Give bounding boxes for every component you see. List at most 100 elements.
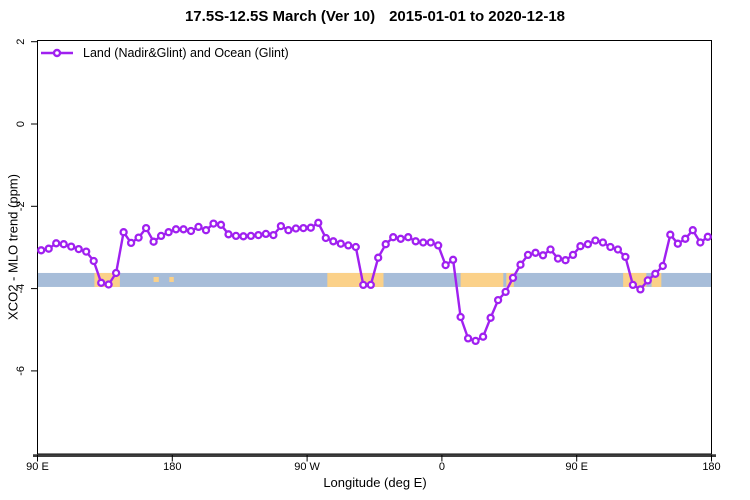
data-point-marker [576, 242, 585, 251]
data-point-marker [501, 287, 510, 297]
y-axis-label: XCO2 - MLO trend (ppm) [5, 174, 21, 320]
data-point-marker [628, 280, 638, 290]
data-point-marker [696, 238, 705, 247]
data-point-marker [389, 233, 398, 242]
data-point-marker [97, 278, 106, 287]
data-point-marker [463, 334, 473, 343]
y-tick-label: 2 [15, 39, 27, 45]
data-point-marker [538, 251, 548, 260]
chart-title-range: 17.5S-12.5S March (Ver 10) [184, 8, 376, 25]
y-tick-label: 0 [15, 121, 27, 127]
data-point-marker [194, 222, 203, 232]
data-point-marker [591, 236, 600, 245]
data-point-marker [82, 247, 91, 256]
data-point-marker [119, 228, 128, 237]
data-point-marker [516, 260, 525, 269]
data-point-marker [666, 230, 675, 239]
data-point-marker [441, 260, 450, 270]
x-tick-label: 90 W [294, 461, 320, 473]
data-point-marker [703, 232, 712, 241]
band-highlight-segment [153, 276, 159, 282]
data-point-marker [359, 280, 368, 290]
x-tick-label: 180 [702, 461, 720, 473]
legend-line-marker-icon [41, 48, 73, 58]
data-point-marker [598, 238, 608, 247]
data-point-marker [314, 218, 323, 227]
data-point-marker [381, 240, 390, 249]
data-point-marker [269, 230, 278, 240]
band-highlight-segment [169, 276, 174, 282]
data-point-marker [583, 240, 593, 249]
data-point-marker [448, 255, 458, 264]
data-point-marker [553, 254, 563, 263]
data-point-marker [224, 230, 233, 239]
data-point-marker [673, 239, 682, 248]
data-point-marker [186, 226, 196, 236]
x-tick-label: 90 E [26, 461, 49, 473]
data-point-marker [284, 226, 293, 235]
data-point-marker [201, 226, 211, 235]
data-point-marker [52, 239, 61, 248]
data-point-marker [111, 268, 121, 278]
chart-title-dates: 2015-01-01 to 2020-12-18 [389, 8, 566, 25]
data-point-marker [89, 256, 98, 266]
y-tick-label: -4 [15, 284, 27, 294]
data-point-marker [523, 250, 533, 260]
data-point-marker [67, 242, 76, 251]
data-point-marker [681, 234, 690, 243]
data-point-marker [171, 225, 181, 234]
band-highlight-segment [460, 272, 504, 287]
band-highlight-segment [327, 272, 384, 287]
x-axis-label: Longitude (deg E) [323, 475, 427, 490]
data-point-marker [149, 237, 158, 246]
data-point-marker [561, 256, 570, 265]
data-point-marker [636, 285, 645, 294]
data-point-marker [299, 223, 308, 233]
data-point-marker [606, 242, 615, 252]
data-point-marker [276, 221, 286, 231]
data-point-marker [396, 234, 405, 243]
band-highlight-segment [651, 272, 662, 287]
data-point-marker [651, 269, 660, 278]
data-point-marker [156, 231, 166, 241]
data-point-marker [688, 226, 697, 235]
data-point-marker [613, 245, 623, 254]
data-point-marker [531, 248, 540, 257]
data-point-marker [246, 231, 256, 241]
data-point-marker [209, 219, 218, 228]
data-point-marker [643, 276, 652, 285]
data-point-marker [321, 233, 330, 243]
legend: Land (Nadir&Glint) and Ocean (Glint) [40, 46, 289, 60]
data-point-marker [426, 238, 435, 247]
data-point-marker [164, 228, 173, 237]
data-point-marker [374, 253, 383, 262]
data-point-marker [621, 252, 630, 262]
x-tick-label: 0 [439, 461, 445, 473]
data-point-marker [336, 239, 345, 248]
data-point-marker [231, 231, 241, 241]
data-point-marker [434, 241, 443, 250]
data-point-marker [179, 225, 188, 234]
data-point-marker [261, 229, 271, 239]
data-point-marker [306, 223, 315, 232]
data-point-marker [471, 336, 480, 346]
plot-frame [37, 40, 712, 455]
data-point-marker [568, 250, 578, 260]
data-point-marker [486, 313, 495, 322]
data-point-marker [344, 241, 353, 250]
data-point-marker [254, 230, 263, 240]
x-tick-label: 180 [163, 461, 181, 473]
data-point-marker [141, 223, 151, 233]
data-point-marker [419, 238, 428, 247]
data-point-marker [456, 312, 465, 322]
data-point-marker [404, 233, 413, 242]
data-point-marker [216, 220, 226, 229]
legend-label: Land (Nadir&Glint) and Ocean (Glint) [83, 46, 289, 60]
data-point-marker [329, 237, 338, 246]
data-point-marker [658, 261, 667, 271]
data-point-marker [366, 280, 375, 290]
data-point-marker [239, 232, 248, 241]
data-point-marker [44, 244, 53, 253]
